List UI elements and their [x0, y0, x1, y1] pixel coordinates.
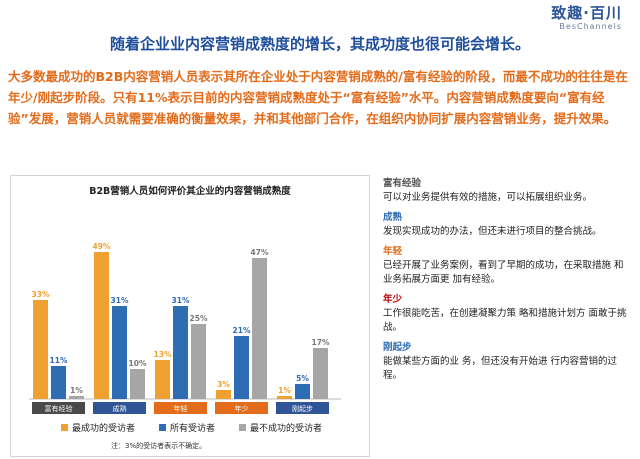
data-label: 5%	[296, 374, 309, 383]
bar	[173, 306, 188, 399]
chart-legend: 最成功的受访者 所有受访者 最不成功的受访者	[61, 421, 322, 434]
category-label: 富有经验	[45, 404, 73, 413]
definition-term: 富有经验	[383, 178, 422, 189]
category-label: 年少	[235, 404, 249, 413]
definition-desc: 已经开展了业务案例，看到了早期的成功，在采取措施 和业务拓展方面更 加有经验。	[383, 260, 624, 285]
data-label: 17%	[312, 338, 330, 347]
definition-term: 年轻	[383, 246, 403, 257]
legend-label-0: 最成功的受访者	[72, 424, 136, 434]
chart-panel: 33% 11% 1% 富有经验 49% 31% 10% 成熟 13% 31% 25% 年轻 3% 21% 4…	[10, 175, 370, 457]
definition-term: 年少	[383, 294, 403, 305]
bar	[94, 252, 109, 399]
data-label: 21%	[233, 326, 251, 335]
data-label: 1%	[70, 386, 83, 395]
legend-swatch-0	[61, 424, 68, 431]
bar	[252, 258, 267, 399]
definition-desc: 工作很能吃苦，在创建凝聚力策 略和措施计划方 面敢于挑战。	[383, 308, 627, 333]
legend-item-most-successful: 最成功的受访者	[61, 421, 135, 434]
category-label-bg	[215, 402, 268, 414]
definition-item: 年轻 已经开展了业务案例，看到了早期的成功，在采取措施 和业务拓展方面更 加有经…	[383, 245, 633, 287]
bar	[51, 366, 66, 399]
definition-term: 成熟	[383, 212, 403, 223]
legend-label-2: 最不成功的受访者	[250, 424, 323, 434]
data-label: 3%	[217, 380, 230, 389]
bar	[33, 300, 48, 399]
data-label: 47%	[251, 248, 269, 257]
bar	[155, 360, 170, 399]
definition-item: 刚起步 能做某些方面的业 务，但还没有开始进 行内容营销的过程。	[383, 341, 633, 383]
bar	[313, 348, 328, 399]
category-label-bg	[32, 402, 85, 414]
legend-swatch-2	[239, 424, 247, 431]
data-label: 33%	[32, 290, 50, 299]
data-label: 13%	[154, 350, 172, 359]
legend-item-least-successful: 最不成功的受访者	[239, 421, 322, 434]
chart-footnote: 注：3%的受访者表示不确定。	[111, 442, 207, 450]
category-label: 刚起步	[292, 404, 313, 413]
legend-item-all: 所有受访者	[159, 421, 215, 434]
definition-item: 富有经验 可以对业务提供有效的措施，可以拓展组织业务。	[383, 177, 633, 205]
definition-term: 刚起步	[383, 342, 412, 353]
data-label: 31%	[111, 296, 129, 305]
chart-title: B2B营销人员如何评价其企业的内容营销成熟度	[89, 186, 291, 197]
definitions-panel: 富有经验 可以对业务提供有效的措施，可以拓展组织业务。 成熟 发现实现成功的办法…	[383, 177, 633, 389]
data-label: 25%	[190, 314, 208, 323]
bar	[234, 336, 249, 399]
logo-sub-text: BesChannels	[559, 22, 622, 31]
bar	[130, 369, 145, 399]
logo-main-text: 致趣·百川	[551, 4, 622, 22]
page-title: 随着企业业内容营销成熟度的增长，其成功度也很可能会增长。	[109, 35, 530, 53]
bar	[69, 396, 84, 399]
data-label: 1%	[278, 386, 291, 395]
bar	[295, 384, 310, 399]
bar	[112, 306, 127, 399]
intro-paragraph: 大多数最成功的B2B内容营销人员表示其所在企业处于内容营销成熟的/富有经验的阶段…	[8, 69, 628, 126]
definition-desc: 可以对业务提供有效的措施，可以拓展组织业务。	[383, 192, 593, 203]
bar	[191, 324, 206, 399]
category-label-bg	[93, 402, 146, 414]
data-label: 31%	[172, 296, 190, 305]
bar-chart: 33%11%1%富有经验49%31%10%成熟13%31%25%年轻3%21%4…	[29, 242, 341, 414]
definition-item: 年少 工作很能吃苦，在创建凝聚力策 略和措施计划方 面敢于挑战。	[383, 293, 633, 335]
legend-swatch-1	[159, 424, 167, 431]
logo: 致趣·百川 BesChannels	[551, 4, 622, 32]
category-label: 成熟	[113, 404, 127, 413]
definition-desc: 能做某些方面的业 务，但还没有开始进 行内容营销的过程。	[383, 356, 618, 381]
bar	[216, 390, 231, 399]
category-label-bg	[276, 402, 329, 414]
data-label: 49%	[93, 242, 111, 251]
data-label: 11%	[50, 356, 68, 365]
category-label-bg	[154, 402, 207, 414]
bar	[277, 396, 292, 399]
legend-label-1: 所有受访者	[170, 424, 216, 434]
definition-desc: 发现实现成功的办法，但还未进行项目的整合挑战。	[383, 226, 602, 237]
data-label: 10%	[129, 359, 147, 368]
definition-item: 成熟 发现实现成功的办法，但还未进行项目的整合挑战。	[383, 211, 633, 239]
category-label: 年轻	[174, 404, 188, 413]
